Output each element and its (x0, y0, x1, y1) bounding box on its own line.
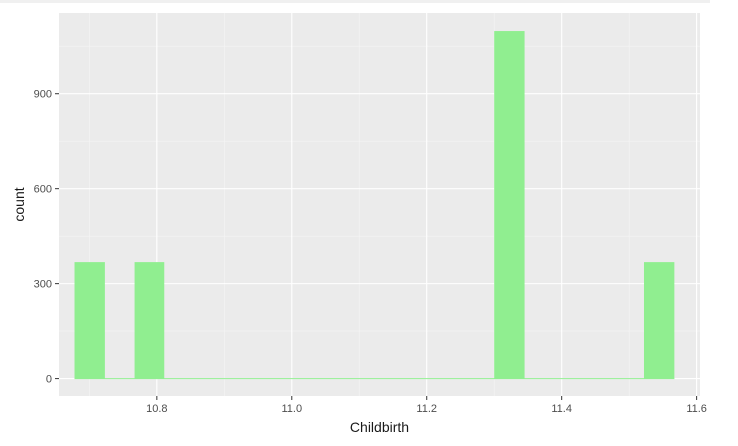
y-tick-label: 0 (46, 374, 52, 386)
x-tick-label: 11.4 (551, 403, 572, 415)
top-border (0, 0, 710, 3)
y-tick-label: 300 (34, 279, 52, 291)
histogram-bar (494, 31, 525, 379)
x-tick-label: 11.0 (281, 403, 302, 415)
y-axis: 0 300 600 900 (34, 89, 59, 386)
x-axis: 10.8 11.0 11.2 11.4 11.6 (146, 396, 707, 415)
x-tick-label: 10.8 (146, 403, 167, 415)
x-tick-label: 11.2 (416, 403, 437, 415)
histogram-bars (74, 31, 675, 380)
histogram-bar (643, 262, 675, 379)
plot-panel (59, 13, 700, 396)
y-tick-label: 900 (34, 89, 52, 101)
histogram-bar (74, 262, 105, 379)
x-axis-title: Childbirth (350, 419, 409, 435)
histogram-bar (134, 262, 165, 379)
minor-gridlines (59, 13, 700, 396)
y-axis-title: count (11, 187, 27, 221)
x-tick-label: 11.6 (686, 403, 707, 415)
y-tick-label: 600 (34, 184, 52, 196)
